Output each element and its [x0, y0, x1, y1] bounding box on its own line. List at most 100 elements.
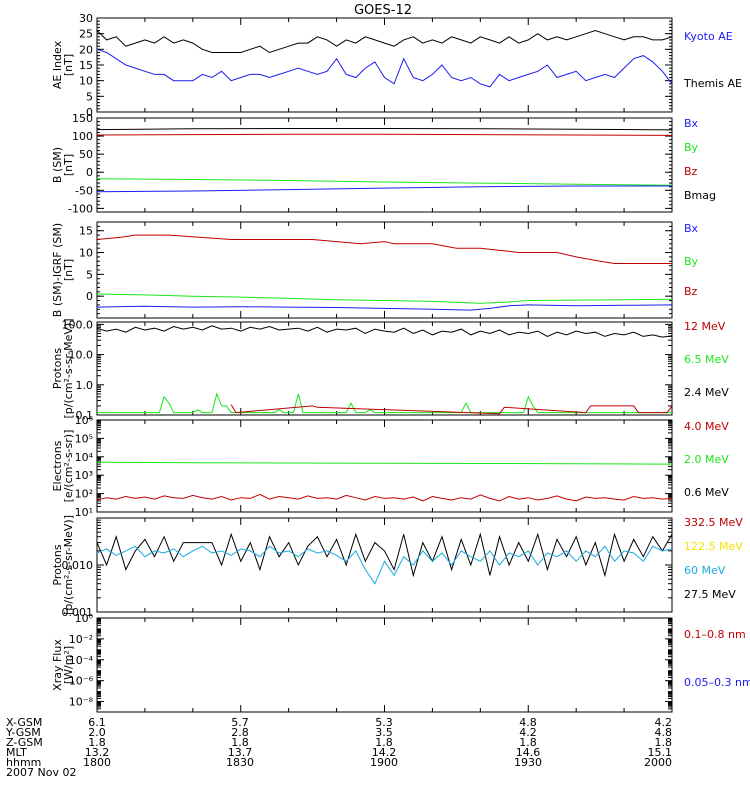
y-tick-label: 10: [79, 75, 93, 88]
ephemeris-row-label: hhmm: [6, 756, 41, 769]
ephemeris-value: 3.5: [375, 726, 393, 739]
y-tick-label: 30: [79, 12, 93, 25]
ephemeris-row-label: 2007 Nov 02: [6, 766, 76, 779]
ephemeris-row-label: MLT: [6, 746, 27, 759]
ephemeris-row-label: Y-GSM: [5, 726, 41, 739]
legend-entry: 4.0 MeV: [684, 420, 729, 433]
legend-entry: Bz: [684, 285, 698, 298]
series-line-bz: [96, 133, 673, 136]
y-tick-label: 5: [86, 90, 93, 103]
panel-7: 10⁻⁸ 10⁻⁶ 10⁻⁴ 10⁻² 10⁰ Xray Flux[W/m²] 0.1–0.…: [51, 612, 750, 713]
series-line-themis-ae: [96, 48, 673, 88]
y-tick-label: 10³: [75, 469, 93, 482]
y-axis-label: AE Index: [51, 40, 64, 89]
y-tick-label: 15: [79, 59, 93, 72]
ephemeris-value: 4.2: [519, 726, 537, 739]
legend-entry: Kyoto AE: [684, 30, 733, 43]
ephemeris-value: 1.8: [88, 736, 106, 749]
y-tick-label: 0: [86, 106, 93, 119]
series-line-60-mev: [96, 545, 673, 585]
plot-frame: [96, 617, 673, 713]
ephemeris-value: 14.2: [372, 746, 397, 759]
legend-entry: 27.5 MeV: [684, 588, 736, 601]
ephemeris-value: 5.7: [231, 716, 249, 729]
y-axis-label: B (SM)-IGRF (SM): [51, 223, 64, 317]
ephemeris-row-label: X-GSM: [6, 716, 42, 729]
ephemeris-value: 15.1: [648, 746, 673, 759]
legend-entry: 0.6 MeV: [684, 486, 729, 499]
y-tick-label: 0.001: [62, 606, 94, 619]
y-axis-label: [W/m²]: [62, 646, 75, 684]
y-tick-label: 50: [79, 148, 93, 161]
y-tick-label: 10⁻⁸: [69, 696, 94, 709]
series-line-27-5-mev: [96, 532, 673, 578]
panel-4: 0.1 1.0 10.0 100.0 Protons[p/(cm²-s-sr-MeV)]…: [51, 318, 729, 422]
ephemeris-value: 1.8: [375, 736, 393, 749]
y-tick-label: 1.0: [76, 379, 94, 392]
ephemeris-value: 13.2: [85, 746, 110, 759]
y-tick-label: 5: [86, 268, 93, 281]
ephemeris-value: 2.0: [88, 726, 106, 739]
ephemeris-value: 1.8: [231, 736, 249, 749]
legend-entry: 2.4 MeV: [684, 386, 729, 399]
y-tick-label: 20: [79, 43, 93, 56]
y-tick-label: 10⁻⁴: [69, 654, 94, 667]
y-tick-label: 10¹: [75, 506, 93, 519]
y-tick-label: -100: [68, 202, 93, 215]
y-tick-label: 0.1: [76, 409, 94, 422]
figure-title: GOES-12: [354, 3, 412, 18]
ephemeris-value: 1830: [226, 756, 254, 769]
y-tick-label: 100: [72, 130, 93, 143]
y-tick-label: 10⁶: [75, 414, 94, 427]
legend-entry: Bmag: [684, 189, 716, 202]
legend-entry: 0.05–0.3 nm: [684, 676, 750, 689]
legend-entry: 2.0 MeV: [684, 453, 729, 466]
legend-entry: 60 MeV: [684, 564, 726, 577]
legend-entry: Themis AE: [683, 77, 742, 90]
y-tick-label: 10⁴: [75, 451, 94, 464]
y-tick-label: 15: [79, 225, 93, 238]
legend-entry: 122.5 MeV: [684, 540, 743, 553]
ephemeris-value: 4.8: [655, 726, 673, 739]
y-axis-label: Electrons: [51, 440, 64, 491]
series-line-bx: [96, 304, 673, 311]
ephemeris-value: 14.6: [516, 746, 541, 759]
series-line-by: [96, 178, 673, 186]
y-tick-label: 0: [86, 290, 93, 303]
series-line-6-5-mev: [97, 392, 672, 414]
ephemeris-value: 1900: [370, 756, 398, 769]
ephemeris-value: 4.2: [655, 716, 673, 729]
y-tick-label: 10²: [75, 488, 93, 501]
legend-entry: 6.5 MeV: [684, 353, 729, 366]
ephemeris-value: 1930: [514, 756, 542, 769]
ephemeris-value: 1800: [83, 756, 111, 769]
legend-entry: Bx: [684, 222, 699, 235]
y-axis-label: [e/(cm²-s-sr)]: [62, 430, 75, 503]
legend-entry: By: [684, 141, 699, 154]
series-line-4-0-mev: [96, 493, 673, 502]
y-tick-label: 100.0: [62, 318, 94, 331]
y-tick-label: 0.010: [62, 559, 94, 572]
legend-entry: By: [684, 255, 699, 268]
legend-entry: 0.1–0.8 nm: [684, 628, 746, 641]
y-axis-label: B (SM): [51, 147, 64, 183]
y-axis-label: Protons: [51, 348, 64, 389]
ephemeris-value: 6.1: [88, 716, 106, 729]
legend-entry: 332.5 MeV: [684, 516, 743, 529]
y-axis-label: [p/(cm²-s-sr-MeV)]: [62, 515, 75, 615]
legend-entry: 12 MeV: [684, 320, 726, 333]
y-tick-label: -50: [75, 184, 93, 197]
series-line-12-mev: [230, 404, 673, 415]
ephemeris-value: 13.7: [228, 746, 253, 759]
series-line-kyoto-ae: [96, 29, 673, 54]
y-tick-label: 10⁰: [75, 612, 94, 625]
ephemeris-value: 4.8: [519, 716, 537, 729]
plot-frame: [96, 321, 673, 416]
y-tick-label: 10⁻²: [69, 633, 93, 646]
y-axis-label: [nT]: [62, 54, 75, 76]
ephemeris-value: 5.3: [375, 716, 393, 729]
y-axis-label: [nT]: [62, 259, 75, 281]
